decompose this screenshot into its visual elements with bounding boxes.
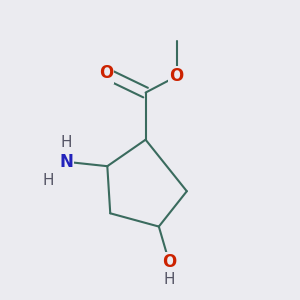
- Text: H: H: [60, 135, 72, 150]
- Text: N: N: [59, 153, 73, 171]
- Text: O: O: [169, 68, 184, 85]
- Text: H: H: [164, 272, 175, 287]
- Text: O: O: [162, 253, 176, 271]
- Text: H: H: [43, 173, 54, 188]
- Text: O: O: [99, 64, 113, 82]
